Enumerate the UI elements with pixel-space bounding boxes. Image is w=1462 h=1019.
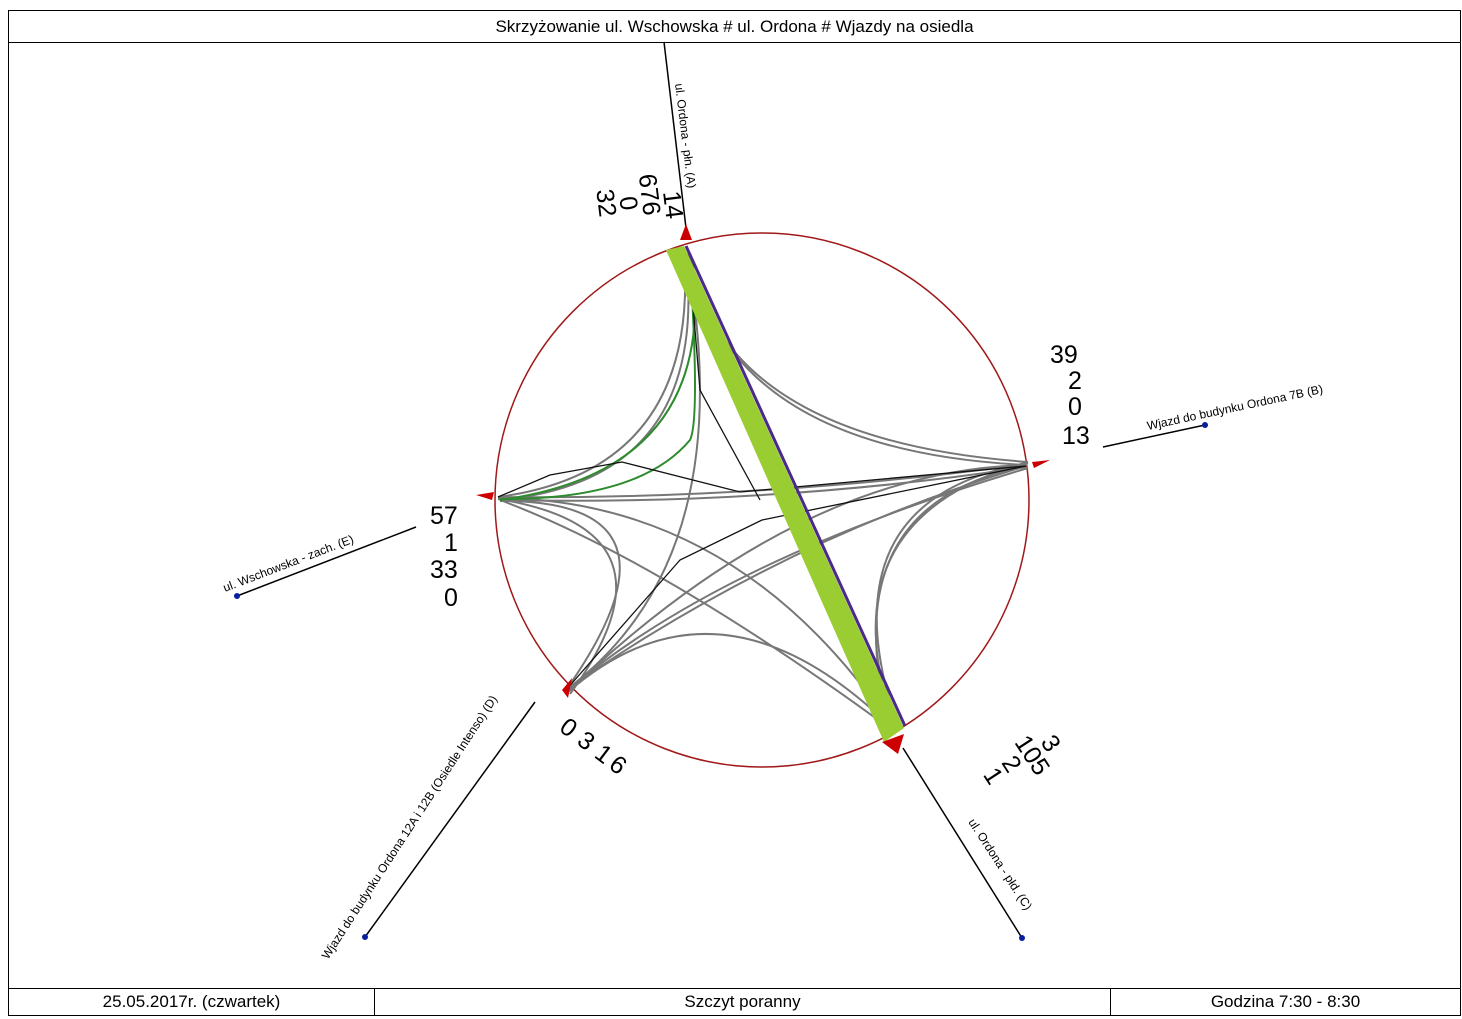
arm-e-value-1: 57 (430, 502, 458, 530)
arm-c-values: 3 105 2 1 (977, 730, 1066, 790)
page-title: Skrzyżowanie ul. Wschowska # ul. Ordona … (9, 11, 1460, 43)
arm-e-road (236, 526, 417, 597)
arm-c-road (902, 747, 1023, 939)
arm-e-value-2: 1 (444, 529, 458, 557)
arm-a-values: 14 676 0 32 (590, 172, 688, 220)
arm-d-marker (562, 678, 572, 698)
arm-a-value-4: 32 (590, 187, 621, 218)
footer-period: Szczyt poranny (375, 989, 1111, 1015)
arm-b-value-2: 2 (1068, 367, 1082, 395)
arm-a-marker (680, 224, 692, 240)
arm-e-values: 57 1 33 0 (430, 502, 458, 612)
arm-b-label: Wjazd do budynku Ordona 7B (B) (1146, 382, 1324, 433)
arm-e-endpoint (234, 593, 240, 599)
arm-e-value-4: 0 (444, 584, 458, 612)
arm-b-value-4: 13 (1062, 422, 1090, 450)
diagram-frame: Skrzyżowanie ul. Wschowska # ul. Ordona … (8, 10, 1461, 1016)
arm-e-marker (476, 492, 494, 500)
arm-d-road (364, 701, 536, 938)
arm-d-endpoint (362, 934, 368, 940)
intersection-circle (494, 232, 1030, 768)
footer-date: 25.05.2017r. (czwartek) (9, 989, 375, 1015)
arm-b-values: 39 2 0 13 (1050, 341, 1090, 450)
arm-e-label: ul. Wschowska - zach. (E) (221, 532, 356, 595)
arm-b-endpoint (1202, 422, 1208, 428)
arm-c-marker (882, 734, 904, 754)
arm-b-value-3: 0 (1068, 393, 1082, 421)
arm-d-label: Wjazd do budynku Ordona 12A i 12B (Osied… (319, 693, 500, 962)
arm-e-value-3: 33 (430, 556, 458, 584)
main-flow-band (666, 246, 904, 742)
arm-b-marker (1032, 460, 1050, 468)
arm-c-endpoint (1019, 935, 1025, 941)
arm-a-value-2: 676 (633, 172, 666, 217)
arm-c-value-4: 1 (977, 763, 1008, 790)
arm-a-label: ul. Ordona - płn. (A) (672, 83, 699, 189)
footer-hours: Godzina 7:30 - 8:30 (1210, 992, 1361, 1011)
arm-b-value-1: 39 (1050, 341, 1078, 369)
arm-a-value-1: 14 (657, 189, 688, 220)
main-flow-edge (684, 245, 907, 727)
arm-a-road (663, 41, 687, 229)
arm-a-value-3: 0 (613, 195, 642, 212)
arm-d-values: 0 3 1 6 (554, 712, 631, 780)
arm-b-road (1102, 424, 1206, 448)
footer-bar: 25.05.2017r. (czwartek) Szczyt poranny G… (9, 988, 1460, 1015)
